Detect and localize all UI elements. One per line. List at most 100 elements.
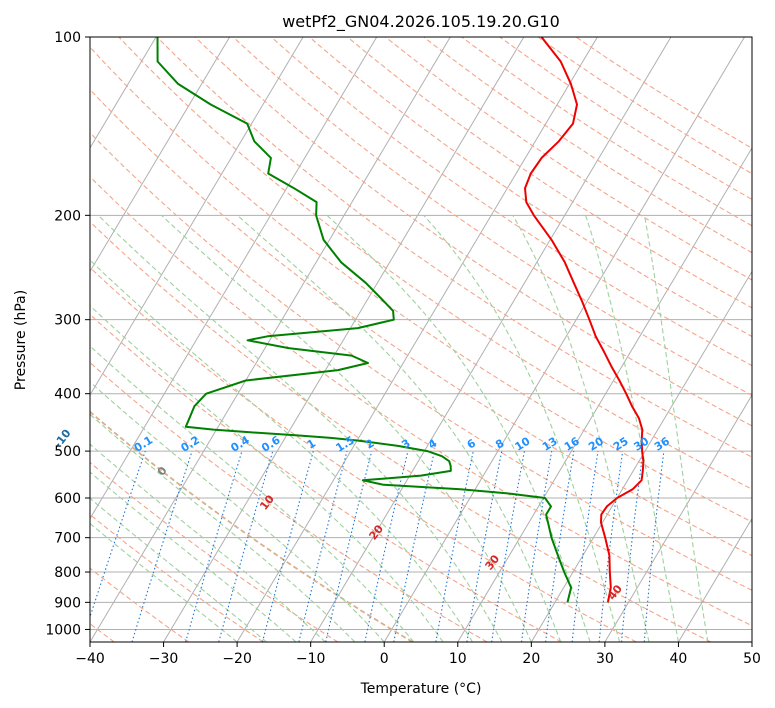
moist-adiabat-line xyxy=(90,443,326,642)
dry-adiabat-line xyxy=(90,361,488,642)
moist-adiabat-line xyxy=(90,345,415,642)
dry-adiabat-line xyxy=(537,37,752,175)
dry-adiabat-line xyxy=(90,461,339,642)
y-tick-label: 600 xyxy=(54,491,81,507)
mixing-ratio-line xyxy=(491,450,525,642)
x-tick-label: −20 xyxy=(222,651,252,667)
x-tick-label: 10 xyxy=(449,651,467,667)
moist-adiabat-line xyxy=(512,215,650,642)
x-tick-label: 50 xyxy=(743,651,761,667)
dry-adiabat-line xyxy=(90,266,637,642)
x-tick-label: 20 xyxy=(522,651,540,667)
y-tick-label: 900 xyxy=(54,595,81,611)
moist-adiabat-line xyxy=(90,259,473,642)
x-tick-label: 30 xyxy=(596,651,614,667)
mixing-ratio-label: 2 xyxy=(363,437,376,452)
mixing-ratio-label: 1 xyxy=(305,437,318,452)
dry-adiabat-line xyxy=(194,37,752,427)
dry-adiabat-line xyxy=(90,410,413,642)
isotherm-line xyxy=(530,270,752,642)
moist-adiabat-line xyxy=(90,413,356,642)
moist-adiabat-line xyxy=(237,214,562,642)
moist-adiabat-line xyxy=(423,214,621,642)
y-tick-label: 700 xyxy=(54,531,81,547)
isotherm-line xyxy=(751,641,752,642)
x-tick-label: 40 xyxy=(670,651,688,667)
isotherm-line xyxy=(604,393,752,642)
y-tick-label: 1000 xyxy=(45,622,81,638)
dry-adiabat-line xyxy=(347,37,752,309)
mixing-ratio-label: 4 xyxy=(426,436,440,451)
mixing-ratio-line xyxy=(598,451,624,642)
mixing-ratio-label: 3 xyxy=(399,437,412,452)
moist-adiabat-line xyxy=(161,214,532,642)
moist-adiabat-line xyxy=(97,214,503,642)
dry-adiabat-line xyxy=(90,176,752,627)
grid-layer xyxy=(90,37,752,642)
x-tick-label: −10 xyxy=(296,651,326,667)
moist-adiabat-line xyxy=(90,381,385,642)
moist-adiabat-line xyxy=(90,471,297,642)
mixing-ratio-label: 0.1 xyxy=(132,433,155,454)
mixing-ratio-line xyxy=(571,451,599,642)
moist-adiabat-line xyxy=(643,215,709,642)
dry-adiabat-label: 30 xyxy=(483,552,503,572)
mixing-ratio-line xyxy=(545,451,575,642)
mixing-ratio-line xyxy=(90,450,146,619)
isotherm-line xyxy=(678,517,752,642)
series-layer xyxy=(156,37,645,603)
isotherm-line xyxy=(90,37,157,149)
dry-adiabat-line xyxy=(461,37,752,227)
x-axis-label: Temperature (°C) xyxy=(360,681,482,697)
line-labels: 0.10.20.40.611.52346810131620253036-100-… xyxy=(51,427,672,603)
dry-adiabat-line xyxy=(90,220,712,642)
y-tick-label: 100 xyxy=(54,30,81,46)
mixing-ratio-label: 6 xyxy=(465,436,479,451)
mixing-ratio-line xyxy=(393,450,436,642)
dry-adiabat-line xyxy=(232,37,752,397)
dry-adiabat-line xyxy=(90,131,752,591)
y-tick-label: 400 xyxy=(54,387,81,403)
dry-adiabat-line xyxy=(423,37,752,254)
mixing-ratio-line xyxy=(185,450,243,642)
moist-adiabat-line xyxy=(90,305,444,642)
dry-adiabat-line xyxy=(90,313,562,642)
dry-adiabat-line xyxy=(90,513,264,642)
isotherm-line xyxy=(236,37,598,642)
dry-adiabat-line xyxy=(385,37,752,281)
x-tick-label: −40 xyxy=(75,651,105,667)
mixing-ratio-line xyxy=(298,450,348,642)
y-tick-label: 300 xyxy=(54,313,81,329)
isotherm-line xyxy=(383,37,745,642)
isotherm-line xyxy=(457,146,752,642)
x-tick-label: 0 xyxy=(380,651,389,667)
isotherm-line xyxy=(90,37,304,396)
chart-title: wetPf2_GN04.2026.105.19.20.G10 xyxy=(282,12,560,32)
y-tick-label: 800 xyxy=(54,565,81,581)
moist-adiabat-line xyxy=(90,522,238,642)
isotherm-line xyxy=(90,37,378,520)
isotherm-line xyxy=(90,37,451,642)
dry-adiabat-line xyxy=(90,88,752,557)
dry-adiabat-line xyxy=(90,46,752,523)
x-tick-label: −30 xyxy=(149,651,179,667)
moist-adiabat-line xyxy=(585,215,679,642)
auxiliary-lines xyxy=(90,37,752,642)
mixing-ratio-line xyxy=(364,450,409,642)
mixing-ratio-line xyxy=(520,451,553,642)
y-tick-label: 200 xyxy=(54,208,81,224)
axes: −40 −30 −20 −10 0 10 20 30 40 5010020030040050060… xyxy=(45,30,761,667)
moist-adiabat-line xyxy=(90,497,267,642)
moist-adiabat-line xyxy=(326,214,591,642)
mixing-ratio-line xyxy=(261,450,314,642)
mixing-ratio-line xyxy=(435,450,474,642)
y-axis-label: Pressure (hPa) xyxy=(13,290,29,390)
mixing-ratio-line xyxy=(218,450,274,642)
isotherm-line xyxy=(163,37,525,642)
dry-adiabat-line xyxy=(270,37,752,367)
mixing-ratio-line xyxy=(621,451,644,642)
isotherm-line xyxy=(90,37,231,273)
temperature-profile-line xyxy=(524,37,645,603)
dewpoint-profile-line xyxy=(156,37,573,603)
